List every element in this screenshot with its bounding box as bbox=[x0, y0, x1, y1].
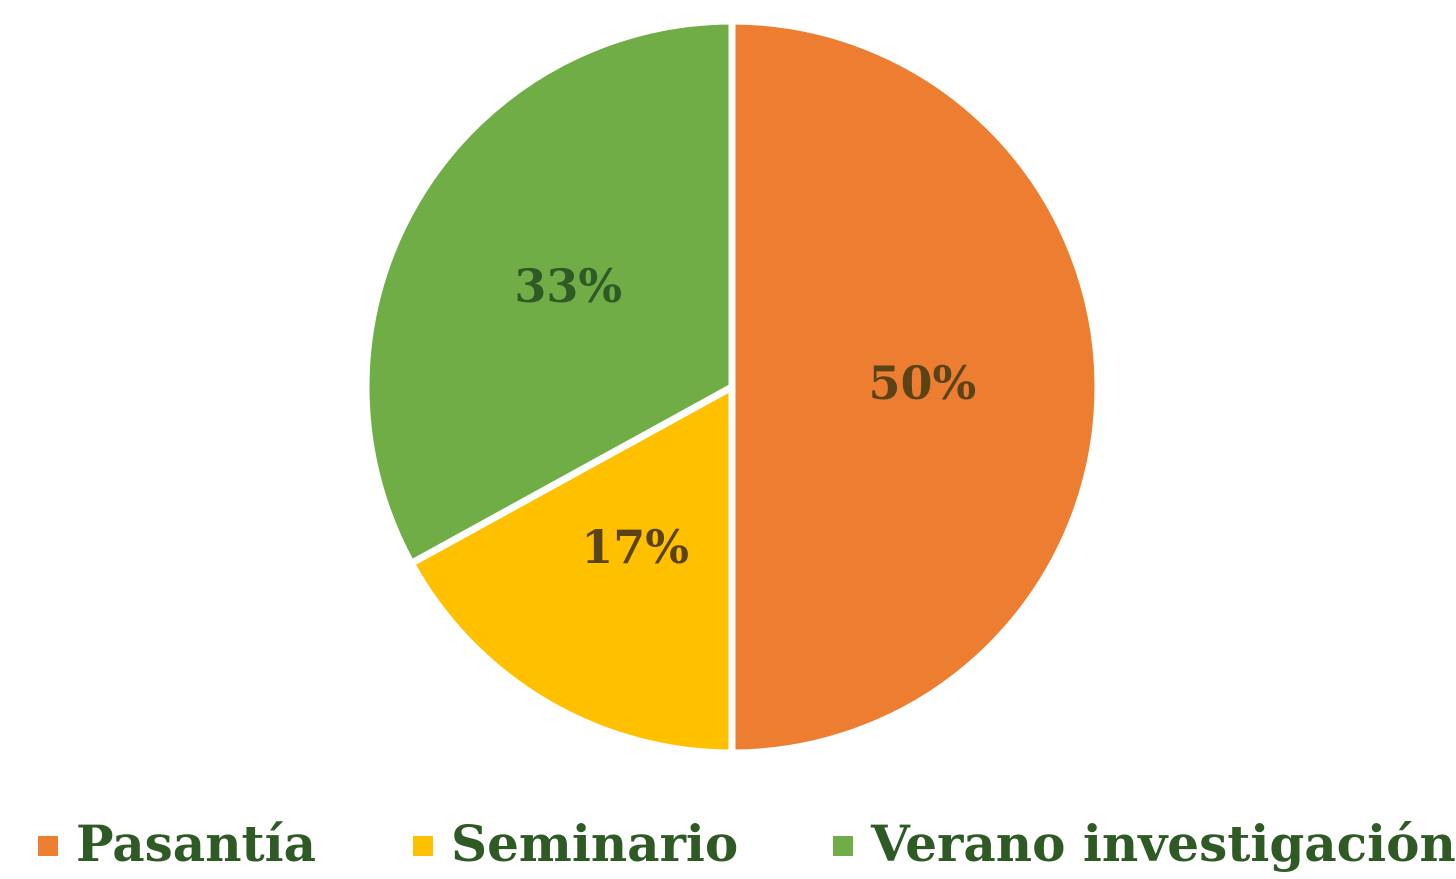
legend-label: Verano investigación bbox=[870, 814, 1456, 873]
legend-swatch bbox=[833, 836, 853, 856]
legend-swatch bbox=[38, 836, 58, 856]
data-label: 50% bbox=[868, 356, 976, 410]
pie-slice bbox=[362, 17, 736, 567]
legend-label: Pasantía bbox=[76, 814, 316, 873]
pie-slice bbox=[728, 17, 1102, 757]
legend-label: Seminario bbox=[451, 814, 738, 873]
data-label: 17% bbox=[581, 520, 689, 574]
pie-slice bbox=[407, 383, 736, 757]
data-label: 33% bbox=[514, 259, 622, 313]
legend-swatch bbox=[413, 836, 433, 856]
